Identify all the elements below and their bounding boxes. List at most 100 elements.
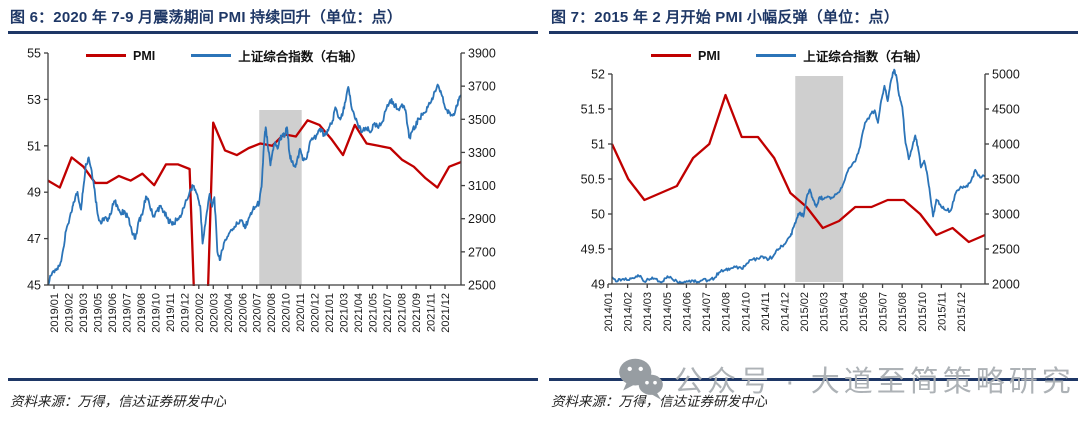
left-axis-tick-label: 49 bbox=[591, 278, 605, 292]
x-axis-tick-label: 2021/01 bbox=[324, 293, 336, 333]
left-axis-tick-label: 50 bbox=[591, 208, 605, 222]
right-axis-tick-label: 3300 bbox=[468, 146, 496, 160]
right-axis-tick-label: 3500 bbox=[468, 113, 496, 127]
right-axis-tick-label: 4500 bbox=[992, 103, 1020, 117]
right-axis-tick-label: 2500 bbox=[992, 243, 1020, 257]
x-axis-tick-label: 2020/02 bbox=[194, 293, 206, 333]
x-axis-tick-label: 2020/12 bbox=[310, 293, 322, 333]
x-axis-tick-label: 2015/08 bbox=[897, 292, 909, 332]
legend-label: 上证综合指数（右轴） bbox=[238, 50, 364, 64]
x-axis-tick-label: 2021/09 bbox=[411, 293, 423, 333]
right-axis-tick-label: 3900 bbox=[468, 47, 496, 61]
x-axis-tick-label: 2020/03 bbox=[208, 293, 220, 333]
left-axis-tick-label: 51 bbox=[27, 139, 41, 153]
x-axis-tick-label: 2019/10 bbox=[150, 293, 162, 333]
axes bbox=[607, 73, 989, 288]
x-axis-tick-label: 2014/12 bbox=[780, 292, 792, 332]
figure-7-title: 图 7：2015 年 2 月开始 PMI 小幅反弹（单位：点） bbox=[551, 9, 899, 26]
x-axis-tick-label: 2019/05 bbox=[92, 293, 104, 333]
right-axis-tick-label: 3500 bbox=[992, 173, 1020, 187]
right-axis-tick-label: 3100 bbox=[468, 179, 496, 193]
x-axis-tick-label: 2015/06 bbox=[858, 292, 870, 332]
left-axis-tick-label: 51.5 bbox=[581, 103, 605, 117]
figure-7-chart: 52 51.5 51 50.5 50 49.5 49 5000 4500 4000 3500 3000… bbox=[581, 68, 1020, 332]
figure-7-legend: PMI 上证综合指数（右轴） bbox=[549, 46, 1080, 65]
x-axis-tick-label: 2021/05 bbox=[368, 293, 380, 333]
figure-6-source: 资料来源：万得，信达证券研发中心 bbox=[10, 394, 226, 409]
x-axis-tick-label: 2021/08 bbox=[397, 293, 409, 333]
x-axis-tick-label: 2019/06 bbox=[107, 293, 119, 333]
right-axis-tick-label: 5000 bbox=[992, 68, 1020, 82]
series-sse-index bbox=[611, 68, 986, 285]
left-axis-tick-label: 45 bbox=[27, 279, 41, 293]
left-axis-tick-label: 52 bbox=[591, 68, 605, 82]
x-axis-tick-label: 2014/05 bbox=[662, 292, 674, 332]
legend-item-sse-index: 上证综合指数（右轴） bbox=[191, 46, 363, 65]
legend-swatch bbox=[191, 54, 232, 57]
right-axis-tick-label: 2000 bbox=[992, 278, 1020, 292]
right-axis-tick-label: 3000 bbox=[992, 208, 1020, 222]
left-axis-tick-label: 49.5 bbox=[581, 243, 605, 257]
series-pmi bbox=[47, 119, 462, 286]
figure-7-top-rule bbox=[549, 31, 1078, 34]
x-axis-tick-label: 2014/02 bbox=[623, 292, 635, 332]
x-axis-tick-label: 2021/12 bbox=[440, 293, 452, 333]
x-axis-tick-label: 2021/03 bbox=[339, 293, 351, 333]
x-axis-tick-label: 2015/04 bbox=[838, 292, 850, 332]
left-axis-tick-label: 47 bbox=[27, 232, 41, 246]
figure-7-source: 资料来源：万得，信达证券研发中心 bbox=[551, 394, 767, 409]
x-axis-tick-label: 2015/12 bbox=[956, 292, 968, 332]
x-axis-tick-label: 2020/11 bbox=[295, 293, 307, 332]
series-pmi bbox=[611, 93, 986, 244]
legend-label: 上证综合指数（右轴） bbox=[803, 50, 929, 64]
right-axis-tick-label: 2500 bbox=[468, 279, 496, 293]
x-axis-tick-label: 2020/10 bbox=[281, 293, 293, 333]
x-axis-tick-label: 2015/03 bbox=[819, 292, 831, 332]
x-axis-tick-label: 2014/03 bbox=[642, 292, 654, 332]
x-axis-tick-label: 2015/02 bbox=[799, 292, 811, 332]
x-axis-tick-label: 2020/08 bbox=[266, 293, 278, 333]
legend-label: PMI bbox=[698, 48, 721, 63]
series-sse-index bbox=[47, 83, 462, 286]
figure-7: 图 7：2015 年 2 月开始 PMI 小幅反弹（单位：点） PMI 上证综合指… bbox=[549, 0, 1078, 426]
figure-6: 图 6：2020 年 7-9 月震荡期间 PMI 持续回升（单位：点） PMI 上… bbox=[8, 0, 538, 426]
right-axis-tick-label: 4000 bbox=[992, 138, 1020, 152]
x-axis-tick-label: 2014/10 bbox=[740, 292, 752, 332]
legend-swatch bbox=[86, 54, 126, 57]
legend-swatch bbox=[651, 54, 691, 57]
x-axis-tick-label: 2019/11 bbox=[165, 293, 177, 332]
x-axis-tick-label: 2020/07 bbox=[252, 293, 264, 333]
x-axis-tick-label: 2014/01 bbox=[603, 292, 615, 332]
x-axis-tick-label: 2014/07 bbox=[701, 292, 713, 332]
legend-label: PMI bbox=[133, 48, 156, 63]
x-axis-tick-label: 2019/01 bbox=[49, 293, 61, 333]
x-axis-tick-label: 2020/04 bbox=[223, 293, 235, 333]
figure-6-bottom-rule bbox=[8, 378, 538, 381]
x-axis-tick-label: 2019/02 bbox=[63, 293, 75, 333]
right-axis-tick-label: 3700 bbox=[468, 80, 496, 94]
x-axis-tick-label: 2021/07 bbox=[382, 293, 394, 333]
left-axis-tick-label: 51 bbox=[591, 138, 605, 152]
x-axis-tick-label: 2015/10 bbox=[917, 292, 929, 332]
figure-6-title: 图 6：2020 年 7-9 月震荡期间 PMI 持续回升（单位：点） bbox=[10, 9, 403, 26]
figure-6-chart: 55 53 51 49 47 45 3900 3700 3500 3300 3100 2900 2700… bbox=[27, 47, 496, 333]
left-axis-tick-label: 53 bbox=[27, 93, 41, 107]
axes bbox=[44, 52, 465, 289]
legend-swatch bbox=[756, 54, 797, 57]
figure-6-top-rule bbox=[8, 31, 538, 34]
x-axis-tick-label: 2020/06 bbox=[237, 293, 249, 333]
x-axis-tick-label: 2019/07 bbox=[121, 293, 133, 333]
left-axis-tick-label: 55 bbox=[27, 47, 41, 61]
x-axis-tick-label: 2019/12 bbox=[179, 293, 191, 333]
x-axis-tick-label: 2019/08 bbox=[136, 293, 148, 333]
x-axis-tick-label: 2019/03 bbox=[78, 293, 90, 333]
x-axis-tick-label: 2015/11 bbox=[936, 292, 948, 331]
x-axis-tick-label: 2014/11 bbox=[760, 292, 772, 331]
legend-item-pmi: PMI bbox=[86, 49, 155, 63]
legend-item-pmi: PMI bbox=[651, 49, 720, 63]
x-axis-tick-label: 2021/04 bbox=[353, 293, 365, 333]
left-axis-tick-label: 49 bbox=[27, 186, 41, 200]
figure-6-legend: PMI 上证综合指数（右轴） bbox=[8, 46, 616, 65]
figure-7-bottom-rule bbox=[549, 378, 1078, 381]
left-axis-tick-label: 50.5 bbox=[581, 173, 605, 187]
